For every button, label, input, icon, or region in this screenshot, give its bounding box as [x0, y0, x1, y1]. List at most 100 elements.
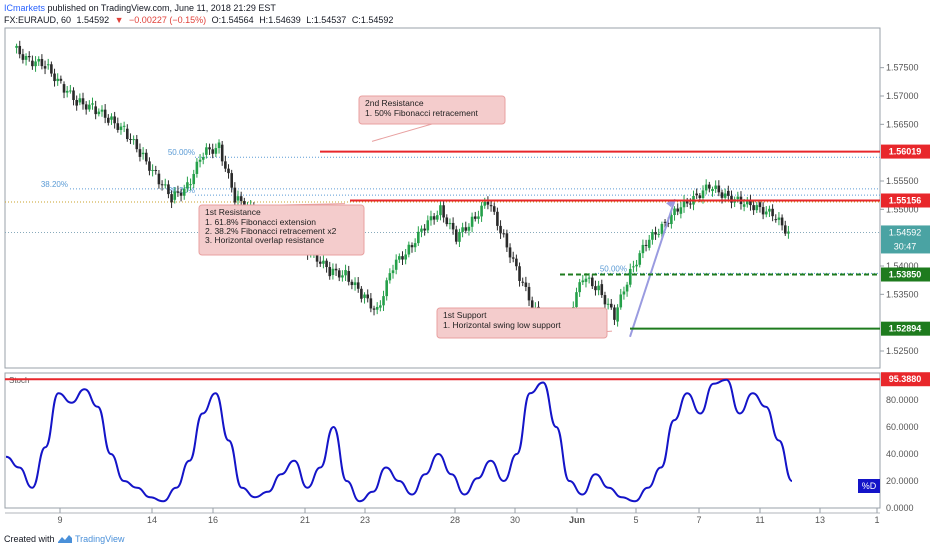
candle-body — [170, 194, 173, 203]
candle-body — [720, 192, 724, 198]
candle-body — [107, 117, 110, 123]
candle-body — [62, 84, 66, 93]
down-arrow-icon: ▼ — [114, 15, 124, 25]
candle-body — [635, 264, 638, 267]
candle-body — [768, 208, 771, 212]
support-price-label: 1.53850 — [889, 270, 922, 280]
candle-body — [581, 280, 585, 283]
price-tick-label: 1.52500 — [886, 346, 919, 356]
candle-body — [701, 190, 705, 198]
current-price-tag — [881, 225, 930, 254]
candle-body — [160, 184, 164, 186]
support-price-tag — [881, 267, 930, 282]
candle-body — [337, 270, 341, 278]
candle-body — [341, 275, 344, 278]
candle-body — [394, 259, 398, 270]
resistance-price-tag — [881, 193, 930, 208]
candle-body — [780, 217, 784, 226]
stoch-tick-label: 60.0000 — [886, 422, 919, 432]
candle-body — [91, 103, 94, 105]
candle-body — [628, 268, 632, 285]
candle-body — [94, 106, 97, 115]
candle-body — [530, 300, 534, 308]
candle-body — [75, 99, 78, 106]
candle-body — [176, 191, 180, 193]
candle-body — [489, 205, 493, 207]
candle-body — [366, 294, 370, 299]
candle-body — [783, 225, 787, 234]
candle-body — [708, 184, 711, 189]
author-link[interactable]: ICmarkets — [4, 3, 46, 13]
time-tick-label: 30 — [510, 515, 520, 525]
candle-body — [657, 233, 661, 235]
projection-arrow-line — [629, 198, 676, 338]
candle-timer-label: 30:47 — [894, 241, 917, 251]
time-tick-label: 5 — [633, 515, 638, 525]
candle-body — [141, 152, 145, 155]
annotation-line: 1. 50% Fibonacci retracement — [365, 108, 479, 118]
candle-body — [609, 303, 613, 308]
candle-body — [24, 56, 28, 60]
fib-level-label: 50.00% — [600, 264, 627, 273]
candle-body — [644, 244, 648, 246]
candle-body — [435, 215, 439, 220]
candle-body — [758, 202, 762, 208]
candle-body — [597, 285, 600, 291]
time-tick-label: 1 — [874, 515, 879, 525]
annotation-line: 2. 38.2% Fibonacci retracement x2 — [205, 226, 337, 236]
candle-body — [110, 116, 113, 120]
candle-body — [467, 226, 471, 231]
resistance-price-label: 1.55156 — [889, 195, 922, 205]
candle-body — [325, 260, 328, 268]
candle-body — [163, 184, 167, 186]
footer: Created with TradingView — [0, 528, 932, 550]
candle-body — [157, 173, 161, 185]
candle-body — [173, 191, 177, 200]
price-tick-label: 1.55000 — [886, 204, 919, 214]
candle-body — [353, 282, 357, 286]
candle-body — [711, 188, 714, 192]
symbol-label[interactable]: FX:EURAUD, 60 — [4, 15, 72, 25]
candle-body — [651, 232, 654, 240]
candle-body — [404, 254, 407, 260]
time-tick-label: 16 — [208, 515, 218, 525]
stoch-tick-label: 80.0000 — [886, 395, 919, 405]
candle-body — [625, 284, 629, 292]
candle-body — [385, 280, 388, 297]
candle-body — [499, 225, 502, 234]
time-tick-label: 28 — [450, 515, 460, 525]
candle-body — [363, 294, 366, 298]
candle-body — [606, 303, 610, 305]
candle-body — [429, 216, 433, 221]
candle-body — [622, 291, 626, 295]
candle-body — [578, 282, 581, 293]
created-with-label: Created with — [4, 534, 55, 544]
candle-body — [745, 199, 749, 205]
chart-header: ICmarkets published on TradingView.com, … — [0, 0, 932, 28]
candle-body — [423, 228, 426, 231]
candle-body — [496, 211, 499, 226]
candle-body — [167, 184, 170, 195]
annotation-note — [436, 307, 608, 339]
candle-body — [742, 204, 746, 207]
candle-body — [486, 201, 490, 205]
candle-body — [116, 123, 120, 130]
candle-body — [186, 182, 189, 189]
time-tick-label: 13 — [815, 515, 825, 525]
candle-body — [119, 126, 123, 130]
candle-body — [695, 193, 698, 196]
candle-body — [401, 256, 404, 260]
candle-body — [40, 58, 44, 67]
candle-body — [417, 231, 420, 244]
tradingview-brand[interactable]: TradingView — [75, 534, 125, 544]
candle-body — [31, 60, 34, 67]
low-value: L:1.54537 — [306, 15, 347, 25]
candle-body — [46, 64, 50, 66]
annotation-note — [198, 204, 365, 256]
candle-body — [407, 244, 411, 255]
candle-body — [151, 169, 154, 171]
candle-body — [480, 205, 483, 217]
candle-body — [331, 268, 335, 276]
candle-body — [398, 256, 401, 260]
